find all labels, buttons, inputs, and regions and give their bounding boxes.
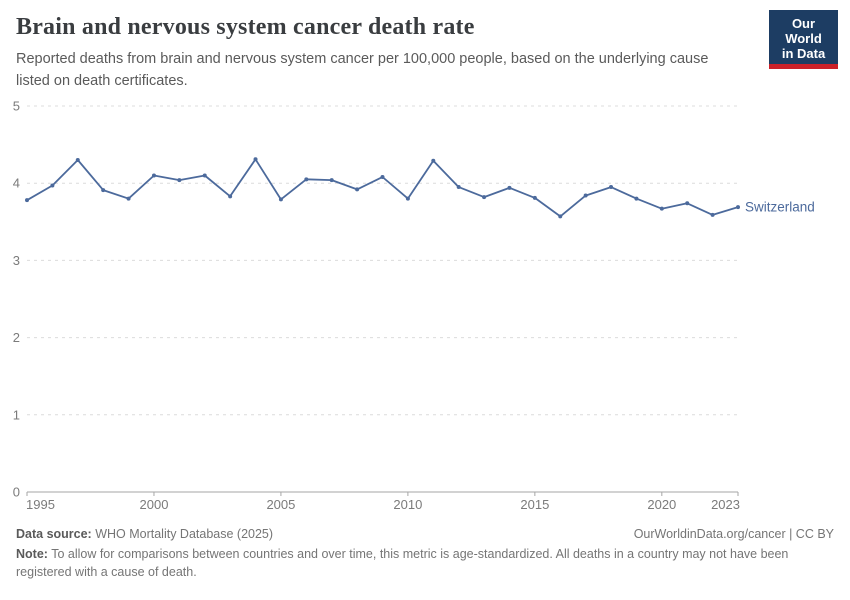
data-point [634,196,639,201]
page-title: Brain and nervous system cancer death ra… [16,14,475,40]
footnote: Note: To allow for comparisons between c… [16,545,834,581]
data-point [278,196,283,201]
data-point [151,172,156,177]
data-point [228,193,233,198]
x-axis-tick-label: 1995 [26,497,55,512]
data-point [659,206,664,211]
footnote-value: To allow for comparisons between countri… [16,546,789,579]
x-axis-tick-label: 2020 [647,497,676,512]
chart-area: 0 1 2 3 4 5 1995 2000 2005 2010 2015 2020 2023 Switze… [0,97,850,527]
data-point [329,177,334,182]
data-point [685,200,690,205]
owid-license-link[interactable]: OurWorldinData.org/cancer | CC BY [633,526,834,541]
data-point [380,174,385,179]
data-point [405,196,410,201]
data-point [558,213,563,218]
data-point [304,176,309,181]
data-point [202,172,207,177]
x-axis-tick-label: 2010 [393,497,422,512]
y-axis-tick-label: 4 [13,175,20,190]
x-axis-tick-label: 2005 [266,497,295,512]
footnote-label: Note: [16,546,48,561]
chart-header: Brain and nervous system cancer death ra… [0,0,850,93]
y-axis-tick-label: 1 [13,407,20,422]
series-label: Switzerland [745,199,815,214]
data-point [355,186,360,191]
x-axis-tick-label: 2015 [520,497,549,512]
data-source-label: Data source: [16,526,92,541]
chart-subtitle: Reported deaths from brain and nervous s… [16,51,709,89]
y-axis-tick-label: 5 [13,98,20,113]
owid-logo: Our World in Data [769,10,838,69]
data-point [50,183,55,188]
data-point [532,195,537,200]
x-axis-tick-label: 2023 [711,497,740,512]
data-point [736,204,740,209]
data-point [609,184,614,189]
chart-footer: Data source: WHO Mortality Database (202… [0,527,850,581]
data-point [177,177,182,182]
data-point [507,185,512,190]
owid-logo-line1: Our World [785,16,822,46]
y-axis-tick-label: 3 [13,252,20,267]
data-point [126,196,131,201]
data-point [431,158,436,163]
data-point [253,156,258,161]
y-axis-tick-label: 0 [13,484,20,499]
data-point [75,157,80,162]
data-point [710,212,715,217]
data-line [26,157,739,217]
data-source: Data source: WHO Mortality Database (202… [16,527,273,541]
data-point [101,187,106,192]
owid-logo-line2: in Data [781,46,826,61]
data-source-value: WHO Mortality Database (2025) [91,526,274,541]
data-point [583,193,588,198]
data-point [482,194,487,199]
x-axis-tick-label: 2000 [140,497,169,512]
line-chart: 0 1 2 3 4 5 1995 2000 2005 2010 2015 2020 2023 Switze… [13,98,815,512]
data-point [456,184,461,189]
data-point [25,197,29,202]
y-axis-tick-label: 2 [13,330,20,345]
